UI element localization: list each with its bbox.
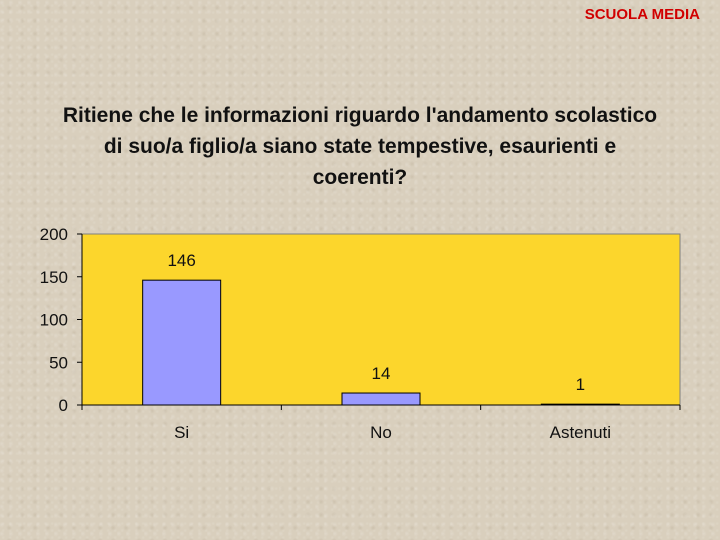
x-tick-label: No [370, 423, 392, 442]
data-label: 146 [167, 251, 195, 270]
bar-no [341, 392, 421, 406]
data-labels-group: 146 14 1 [167, 251, 585, 394]
x-tick-label: Si [174, 423, 189, 442]
x-axis: Si No Astenuti [81, 404, 681, 442]
y-tick-label: 150 [40, 268, 68, 287]
y-tick-label: 0 [59, 396, 68, 415]
x-tick-label: Astenuti [550, 423, 611, 442]
y-axis: 0 50 100 150 200 [40, 225, 83, 415]
y-tick-label: 200 [40, 225, 68, 244]
slide-header: SCUOLA MEDIA [584, 6, 700, 23]
chart-title: Ritiene che le informazioni riguardo l'a… [62, 104, 658, 189]
data-label: 14 [372, 364, 391, 383]
bar-si [142, 279, 222, 406]
y-tick-label: 100 [40, 311, 68, 330]
data-label: 1 [576, 375, 585, 394]
y-tick-label: 50 [49, 353, 68, 372]
